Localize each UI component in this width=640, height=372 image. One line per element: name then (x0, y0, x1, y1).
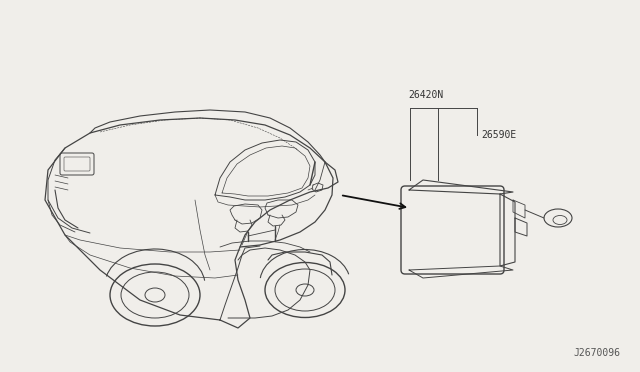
Text: 26590E: 26590E (481, 130, 516, 140)
Text: J2670096: J2670096 (573, 348, 620, 358)
Text: 26420N: 26420N (408, 90, 444, 100)
